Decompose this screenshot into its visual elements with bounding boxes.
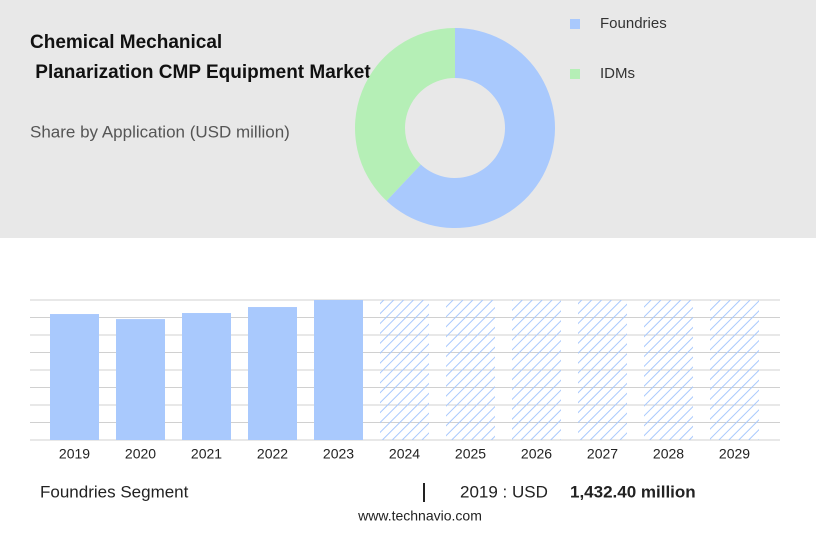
x-tick-label: 2022 <box>257 446 288 462</box>
subtitle: Share by Application (USD million) <box>30 122 290 141</box>
x-tick-label: 2025 <box>455 446 486 462</box>
forecast-bar <box>710 300 759 440</box>
legend-label: Foundries <box>600 15 667 32</box>
donut-slice <box>355 27 455 201</box>
forecast-bar <box>446 300 495 440</box>
x-tick-label: 2026 <box>521 446 552 462</box>
bar <box>314 300 363 440</box>
x-tick-label: 2021 <box>191 446 222 462</box>
x-tick-label: 2028 <box>653 446 684 462</box>
x-tick-label: 2020 <box>125 446 156 462</box>
bar <box>248 307 297 440</box>
source: www.technavio.com <box>357 508 482 524</box>
x-tick-label: 2029 <box>719 446 750 462</box>
legend-swatch <box>570 19 580 29</box>
highlight-value: 1,432.40 million <box>570 482 696 501</box>
donut-slice <box>386 28 555 228</box>
forecast-bar <box>644 300 693 440</box>
forecast-bar <box>380 300 429 440</box>
bar <box>116 319 165 440</box>
segment-label: Foundries Segment <box>40 482 189 501</box>
bar <box>50 314 99 440</box>
x-tick-label: 2019 <box>59 446 90 462</box>
forecast-bar <box>578 300 627 440</box>
legend-swatch <box>570 69 580 79</box>
legend-label: IDMs <box>600 65 635 82</box>
forecast-bar <box>512 300 561 440</box>
x-tick-label: 2027 <box>587 446 618 462</box>
x-tick-label: 2023 <box>323 446 354 462</box>
bar <box>182 313 231 440</box>
highlight-label: 2019 : USD <box>460 482 548 501</box>
x-tick-label: 2024 <box>389 446 420 462</box>
title: Chemical Mechanical Planarization CMP Eq… <box>30 32 371 83</box>
